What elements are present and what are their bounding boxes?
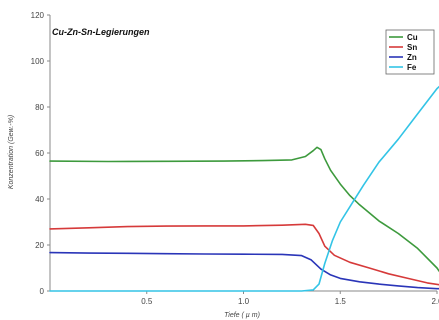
legend-label-zn: Zn [407, 53, 417, 62]
y-tick-label: 100 [31, 57, 45, 66]
y-tick-label: 80 [35, 103, 44, 112]
y-tick-label: 60 [35, 149, 44, 158]
legend-label-cu: Cu [407, 33, 418, 42]
series-line-fe [50, 65, 439, 292]
legend-label-sn: Sn [407, 43, 417, 52]
series-line-cu [50, 147, 439, 290]
y-tick-label: 0 [40, 287, 45, 296]
y-tick-label: 120 [31, 11, 45, 20]
y-axis-label: Konzentration (Gew.-%) [8, 115, 15, 189]
series-layer [50, 65, 439, 292]
chart-title: Cu-Zn-Sn-Legierungen [52, 27, 150, 37]
x-tick-label: 1.0 [238, 297, 250, 306]
x-axis-label: Tiefe ( µ m) [224, 312, 260, 319]
y-tick-label: 20 [35, 241, 44, 250]
legend-label-fe: Fe [407, 63, 417, 72]
y-tick-label: 40 [35, 195, 44, 204]
axes-layer: 0 20 40 60 80 100 120 0.5 1.0 1.5 2.0 [31, 11, 439, 306]
x-tick-label: 2.0 [431, 297, 439, 306]
series-line-sn [50, 224, 439, 288]
x-tick-label: 0.5 [141, 297, 153, 306]
x-tick-label: 1.5 [335, 297, 347, 306]
